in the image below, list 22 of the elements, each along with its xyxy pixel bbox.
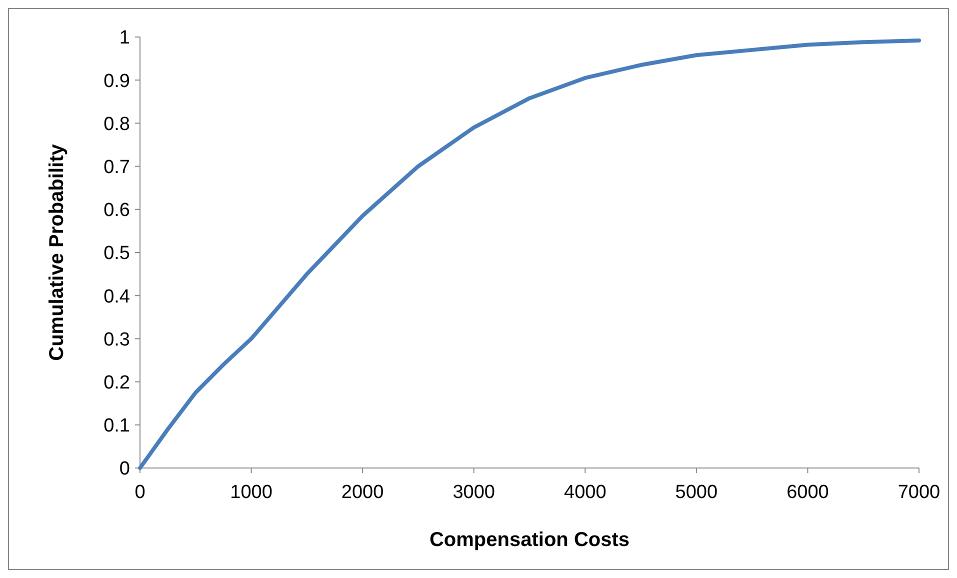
y-tick-label: 0: [119, 458, 130, 480]
x-tick-label: 1000: [230, 482, 272, 503]
x-axis-title: Compensation Costs: [429, 529, 630, 551]
y-tick-label: 0.8: [104, 114, 130, 135]
x-tick-label: 0: [134, 482, 146, 503]
y-tick-label: 0.4: [104, 286, 130, 308]
x-tick-label: 2000: [341, 482, 384, 503]
x-tick-label: 5000: [675, 482, 718, 503]
y-tick-label: 0.3: [104, 329, 130, 350]
y-tick-label: 0.6: [104, 200, 130, 222]
y-tick-label: 0.7: [104, 156, 130, 178]
y-tick-label: 1: [119, 28, 130, 49]
x-tick-label: 3000: [452, 482, 495, 503]
x-tick-label: 7000: [898, 482, 940, 503]
y-tick-label: 0.1: [104, 416, 130, 437]
y-tick-label: 0.2: [104, 372, 130, 394]
x-tick-label: 6000: [786, 482, 829, 503]
y-tick-label: 0.5: [104, 243, 130, 264]
y-axis-title: Cumulative Probability: [46, 143, 68, 361]
line-series: [138, 38, 921, 470]
x-tick-label: 4000: [564, 482, 606, 503]
y-tick-label: 0.9: [104, 70, 130, 92]
